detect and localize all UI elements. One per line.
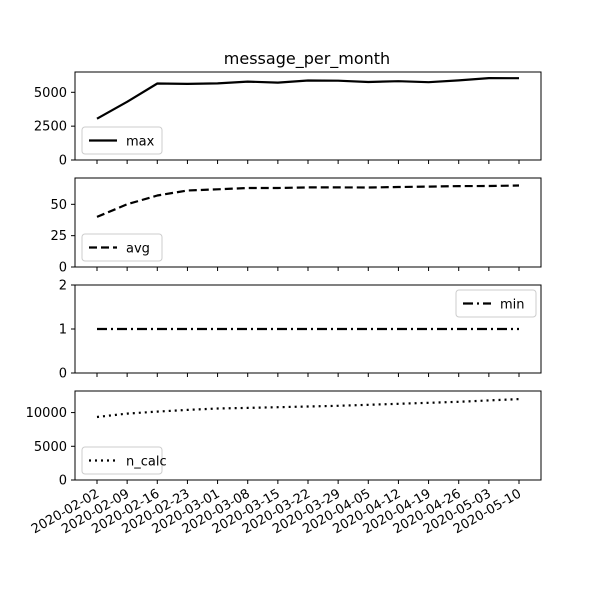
data-point-min (337, 328, 339, 330)
y-tick-label-n_calc: 10000 (26, 406, 67, 421)
data-point-avg (126, 203, 128, 205)
data-point-min (156, 328, 158, 330)
data-point-avg (458, 185, 460, 187)
series-line-max (97, 78, 519, 119)
subplot-n_calc: 0 5000 10000 n_calc (26, 391, 541, 489)
data-point-avg (337, 186, 339, 188)
subplot-avg: 0 25 50 avg (50, 178, 541, 276)
data-point-n_calc (216, 407, 218, 409)
data-point-min (307, 328, 309, 330)
y-tick-label-max: 5000 (34, 86, 67, 101)
data-point-avg (518, 184, 520, 186)
data-point-n_calc (458, 401, 460, 403)
data-point-max (277, 81, 279, 83)
data-point-min (277, 328, 279, 330)
legend-label: max (126, 135, 155, 150)
data-point-avg (488, 185, 490, 187)
legend-max: max (82, 127, 162, 154)
data-point-min (488, 328, 490, 330)
data-point-n_calc (126, 412, 128, 414)
data-point-avg (96, 216, 98, 218)
data-point-n_calc (518, 398, 520, 400)
y-tick-label-avg: 50 (50, 198, 67, 213)
data-point-n_calc (247, 407, 249, 409)
legend-n_calc: n_calc (82, 447, 167, 474)
data-point-min (216, 328, 218, 330)
y-tick-label-min: 2 (59, 279, 67, 294)
data-point-avg (216, 188, 218, 190)
data-point-max (488, 77, 490, 79)
data-point-avg (367, 186, 369, 188)
data-point-avg (156, 194, 158, 196)
data-point-max (397, 80, 399, 82)
legend-label: avg (126, 242, 150, 257)
data-point-min (247, 328, 249, 330)
chart-title: message_per_month (224, 49, 390, 69)
data-point-n_calc (337, 405, 339, 407)
data-point-n_calc (427, 402, 429, 404)
data-point-min (96, 328, 98, 330)
data-point-min (518, 328, 520, 330)
data-point-avg (397, 186, 399, 188)
data-point-max (518, 77, 520, 79)
subplot-min: 0 1 2 min (59, 279, 541, 382)
y-tick-label-avg: 0 (59, 261, 67, 276)
data-point-min (458, 328, 460, 330)
data-point-max (247, 80, 249, 82)
data-point-avg (186, 189, 188, 191)
data-point-n_calc (488, 399, 490, 401)
y-tick-label-n_calc: 0 (59, 474, 67, 489)
legend-avg: avg (82, 234, 162, 261)
data-point-min (186, 328, 188, 330)
subplot-max: 0 2500 5000 max (34, 72, 541, 169)
y-tick-label-max: 2500 (34, 120, 67, 135)
data-point-min (126, 328, 128, 330)
data-point-max (307, 79, 309, 81)
data-point-max (126, 101, 128, 103)
legend-label: min (500, 298, 525, 313)
data-point-avg (247, 187, 249, 189)
data-point-n_calc (96, 416, 98, 418)
data-point-avg (307, 186, 309, 188)
y-tick-label-min: 0 (59, 367, 67, 382)
data-point-min (367, 328, 369, 330)
data-point-min (427, 328, 429, 330)
y-tick-label-avg: 25 (50, 229, 67, 244)
data-point-max (186, 83, 188, 85)
legend-min: min (456, 290, 536, 317)
y-tick-label-min: 1 (59, 323, 67, 338)
data-point-n_calc (367, 404, 369, 406)
data-point-n_calc (277, 406, 279, 408)
data-point-avg (277, 187, 279, 189)
data-point-max (367, 81, 369, 83)
data-point-max (458, 79, 460, 81)
legend-label: n_calc (126, 455, 167, 470)
data-point-max (96, 118, 98, 120)
data-point-max (216, 82, 218, 84)
data-point-avg (427, 185, 429, 187)
data-point-n_calc (156, 410, 158, 412)
series-line-avg (97, 186, 519, 217)
data-point-max (156, 82, 158, 84)
series-line-n_calc (97, 399, 519, 417)
y-tick-label-max: 0 (59, 154, 67, 169)
data-point-n_calc (307, 405, 309, 407)
y-tick-label-n_calc: 5000 (34, 440, 67, 455)
data-point-min (397, 328, 399, 330)
data-point-n_calc (397, 403, 399, 405)
data-point-max (427, 81, 429, 83)
subplots-group: 0 2500 5000 max 0 25 50 avg 0 1 2 min 0 5000 10000 n_ca… (26, 72, 541, 537)
data-point-n_calc (186, 409, 188, 411)
data-point-max (337, 79, 339, 81)
